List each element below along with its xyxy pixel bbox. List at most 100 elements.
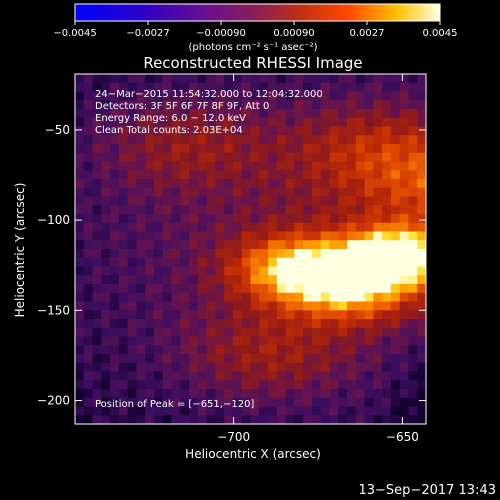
- heatmap-cell: [399, 152, 409, 162]
- heatmap-cell: [118, 117, 129, 127]
- heatmap-cell: [276, 231, 286, 241]
- heatmap-cell: [259, 336, 269, 346]
- heatmap-cell: [232, 152, 243, 162]
- heatmap-cell: [276, 240, 286, 250]
- heatmap-cell: [171, 354, 181, 364]
- annotation-block: 24−Mar−2015 11:54:32.000 to 12:04:32.000…: [95, 89, 323, 136]
- heatmap-cell: [162, 196, 172, 206]
- heatmap-cell: [329, 170, 339, 180]
- heatmap-cell: [241, 205, 251, 215]
- heatmap-cell: [382, 144, 392, 154]
- heatmap-cell: [268, 82, 278, 92]
- heatmap-cell: [75, 222, 85, 232]
- heatmap-cell: [373, 406, 383, 416]
- heatmap-cell: [382, 109, 392, 119]
- heatmap-cell: [364, 82, 374, 92]
- heatmap-cell: [276, 284, 286, 294]
- heatmap-cell: [268, 257, 278, 267]
- heatmap-cell: [145, 301, 155, 311]
- heatmap-cell: [118, 205, 129, 215]
- heatmap-cell: [250, 126, 260, 136]
- heatmap-cell: [83, 74, 93, 84]
- heatmap-cell: [118, 319, 129, 329]
- heatmap-cell: [153, 284, 164, 294]
- heatmap-cell: [224, 240, 234, 250]
- heatmap-cell: [303, 91, 313, 101]
- heatmap-cell: [136, 74, 146, 84]
- heatmap-cell: [338, 354, 348, 364]
- heatmap-cell: [390, 170, 401, 180]
- colorbar-tick-label: 0.0045: [423, 28, 458, 39]
- heatmap-cell: [276, 301, 286, 311]
- heatmap-cell: [268, 406, 278, 416]
- heatmap-cell: [373, 179, 383, 189]
- heatmap-cell: [259, 301, 269, 311]
- heatmap-cell: [294, 284, 304, 294]
- heatmap-cell: [232, 196, 243, 206]
- heatmap-cell: [110, 310, 120, 320]
- heatmap-cell: [171, 284, 181, 294]
- y-tick-label: −150: [37, 303, 70, 317]
- heatmap-cell: [224, 82, 234, 92]
- heatmap-cell: [110, 415, 120, 425]
- heatmap-cell: [399, 257, 409, 267]
- heatmap-cell: [215, 389, 225, 399]
- heatmap-cell: [303, 310, 313, 320]
- heatmap-cell: [276, 371, 286, 381]
- heatmap-cell: [417, 275, 427, 285]
- heatmap-cell: [162, 109, 172, 119]
- heatmap-cell: [303, 205, 313, 215]
- heatmap-cell: [180, 249, 190, 259]
- heatmap-cell: [136, 91, 146, 101]
- heatmap-cell: [215, 109, 225, 119]
- heatmap-cell: [364, 266, 374, 276]
- heatmap-cell: [101, 406, 111, 416]
- x-tick-label: −700: [217, 430, 250, 444]
- heatmap-cell: [338, 74, 348, 84]
- heatmap-cell: [101, 231, 111, 241]
- heatmap-cell: [145, 205, 155, 215]
- heatmap-cell: [338, 362, 348, 372]
- heatmap-cell: [408, 82, 418, 92]
- heatmap-cell: [373, 100, 383, 110]
- heatmap-cell: [250, 144, 260, 154]
- heatmap-cell: [338, 397, 348, 407]
- heatmap-cell: [75, 109, 85, 119]
- heatmap-cell: [224, 266, 234, 276]
- heatmap-cell: [136, 257, 146, 267]
- heatmap-cell: [136, 336, 146, 346]
- heatmap-cell: [197, 345, 208, 355]
- heatmap-cell: [136, 249, 146, 259]
- heatmap-cell: [153, 266, 164, 276]
- heatmap-cell: [355, 415, 365, 425]
- heatmap-cell: [118, 152, 129, 162]
- heatmap-cell: [118, 354, 129, 364]
- heatmap-cell: [118, 380, 129, 390]
- heatmap-cell: [189, 406, 199, 416]
- heatmap-cell: [189, 284, 199, 294]
- heatmap-cell: [127, 397, 137, 407]
- heatmap-cell: [285, 371, 295, 381]
- heatmap-cell: [232, 284, 243, 294]
- heatmap-cell: [355, 354, 365, 364]
- heatmap-cell: [206, 109, 216, 119]
- heatmap-cell: [417, 249, 427, 259]
- heatmap-cell: [118, 222, 129, 232]
- heatmap-cell: [390, 82, 401, 92]
- heatmap-cell: [215, 135, 225, 145]
- heatmap-cell: [171, 310, 181, 320]
- heatmap-cell: [250, 362, 260, 372]
- heatmap-cell: [250, 292, 260, 302]
- heatmap-cell: [101, 249, 111, 259]
- heatmap-cell: [259, 319, 269, 329]
- heatmap-cell: [259, 371, 269, 381]
- heatmap-cell: [171, 389, 181, 399]
- heatmap-cell: [276, 205, 286, 215]
- heatmap-cell: [127, 214, 137, 224]
- heatmap-cell: [250, 82, 260, 92]
- heatmap-cell: [294, 144, 304, 154]
- heatmap-cell: [373, 345, 383, 355]
- heatmap-cell: [215, 362, 225, 372]
- heatmap-cell: [294, 187, 304, 197]
- heatmap-cell: [364, 389, 374, 399]
